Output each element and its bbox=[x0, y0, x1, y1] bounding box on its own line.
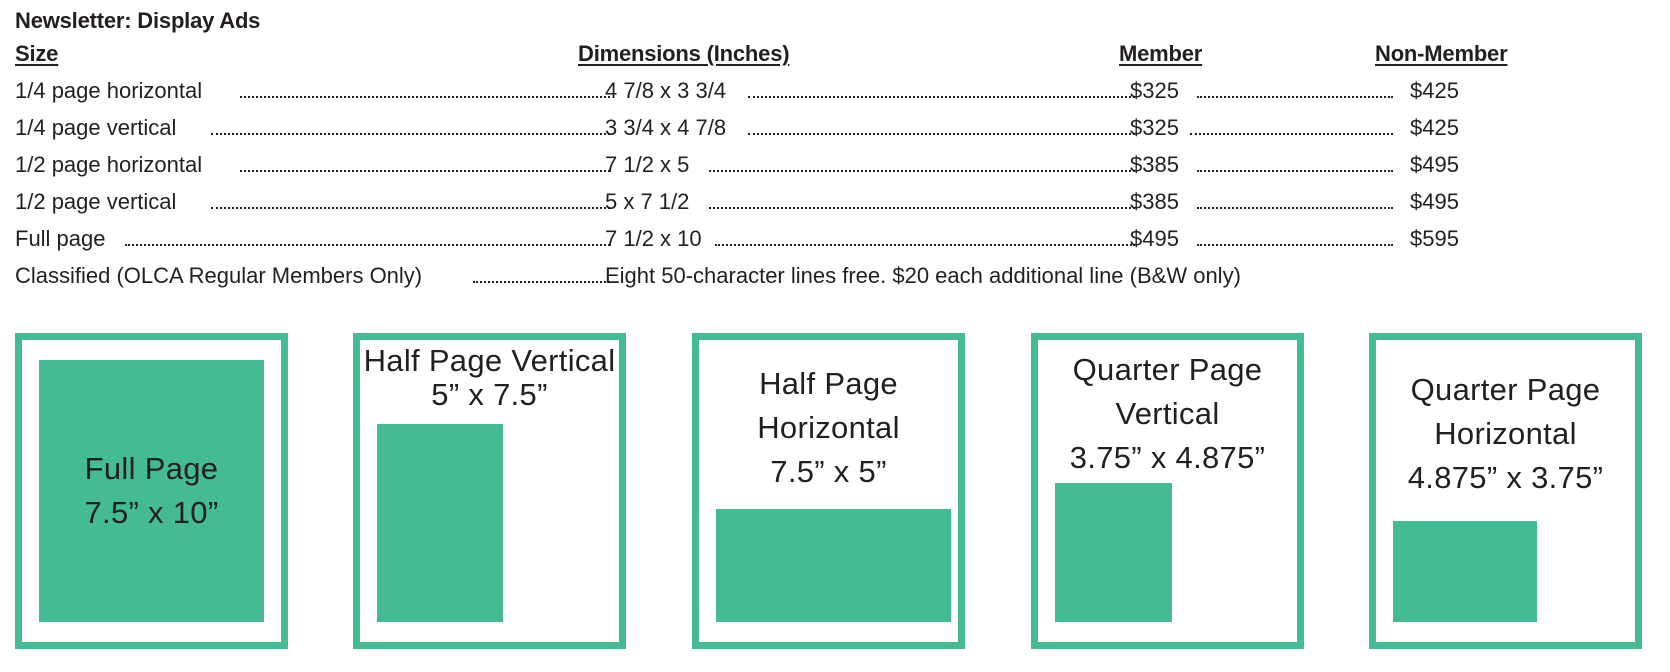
size-cell: 1/4 page vertical bbox=[15, 115, 177, 140]
header-size: Size bbox=[15, 41, 59, 66]
header-member: Member bbox=[1119, 41, 1203, 66]
dot-leader bbox=[211, 133, 610, 135]
dot-leader bbox=[748, 133, 1135, 135]
ad-area-box bbox=[1393, 521, 1537, 622]
header-non-member: Non-Member bbox=[1375, 41, 1508, 66]
panel-label: Quarter Page Horizontal 4.875” x 3.75” bbox=[1407, 372, 1604, 495]
member-cell: $325 bbox=[1130, 115, 1179, 140]
ad-area-box bbox=[716, 509, 951, 622]
dot-leader bbox=[715, 244, 1135, 246]
dimensions-cell: 5 x 7 1/2 bbox=[605, 189, 690, 214]
dimensions-cell: 7 1/2 x 5 bbox=[605, 152, 690, 177]
classified-row: Classified (OLCA Regular Members Only) E… bbox=[15, 263, 1465, 293]
nonmember-cell: $425 bbox=[1410, 78, 1459, 103]
page-title: Newsletter: Display Ads bbox=[15, 8, 261, 33]
ad-panel-quarter-page-vertical: Quarter Page Vertical 3.75” x 4.875” bbox=[1031, 333, 1304, 649]
table-row: 1/2 page vertical 5 x 7 1/2 $385 $495 bbox=[15, 189, 1465, 219]
table-row: Full page 7 1/2 x 10 $495 $595 bbox=[15, 226, 1465, 256]
table-row: 1/2 page horizontal 7 1/2 x 5 $385 $495 bbox=[15, 152, 1465, 182]
dot-leader bbox=[709, 207, 1135, 209]
member-cell: $385 bbox=[1130, 152, 1179, 177]
dot-leader bbox=[1190, 133, 1393, 135]
member-cell: $325 bbox=[1130, 78, 1179, 103]
dot-leader bbox=[709, 170, 1135, 172]
dot-leader bbox=[240, 96, 610, 98]
size-cell: Classified (OLCA Regular Members Only) bbox=[15, 263, 423, 288]
dot-leader bbox=[125, 244, 610, 246]
dot-leader bbox=[1197, 96, 1393, 98]
size-cell: 1/2 page horizontal bbox=[15, 152, 203, 177]
dot-leader bbox=[473, 281, 610, 283]
panel-label: Full Page 7.5” x 10” bbox=[84, 451, 219, 530]
member-cell: $495 bbox=[1130, 226, 1179, 251]
dot-leader bbox=[1197, 207, 1393, 209]
nonmember-cell: $425 bbox=[1410, 115, 1459, 140]
member-cell: $385 bbox=[1130, 189, 1179, 214]
ad-panel-half-page-horizontal: Half Page Horizontal 7.5” x 5” bbox=[692, 333, 965, 649]
dot-leader bbox=[211, 207, 610, 209]
ad-area-box bbox=[377, 424, 503, 622]
dot-leader bbox=[1197, 244, 1393, 246]
ad-panel-half-page-vertical: Half Page Vertical 5” x 7.5” bbox=[353, 333, 626, 649]
dot-leader bbox=[240, 170, 610, 172]
panel-label: Half Page Vertical 5” x 7.5” bbox=[363, 343, 616, 412]
table-row: 1/4 page vertical 3 3/4 x 4 7/8 $325 $42… bbox=[15, 115, 1465, 145]
dot-leader bbox=[1197, 170, 1393, 172]
ad-panel-full-page: Full Page 7.5” x 10” bbox=[15, 333, 288, 649]
ad-area-box bbox=[1055, 483, 1172, 622]
table-row: 1/4 page horizontal 4 7/8 x 3 3/4 $325 $… bbox=[15, 78, 1465, 108]
panel-label: Quarter Page Vertical 3.75” x 4.875” bbox=[1069, 352, 1266, 475]
size-cell: Full page bbox=[15, 226, 106, 251]
dimensions-cell: 7 1/2 x 10 bbox=[605, 226, 702, 251]
ad-area-box: Full Page 7.5” x 10” bbox=[39, 360, 264, 622]
panel-label: Half Page Horizontal 7.5” x 5” bbox=[757, 366, 900, 489]
classified-note: Eight 50-character lines free. $20 each … bbox=[605, 263, 1241, 288]
dimensions-cell: 4 7/8 x 3 3/4 bbox=[605, 78, 727, 103]
size-cell: 1/2 page vertical bbox=[15, 189, 177, 214]
size-cell: 1/4 page horizontal bbox=[15, 78, 203, 103]
dimensions-cell: 3 3/4 x 4 7/8 bbox=[605, 115, 727, 140]
dot-leader bbox=[748, 96, 1135, 98]
nonmember-cell: $595 bbox=[1410, 226, 1459, 251]
header-dimensions: Dimensions (Inches) bbox=[578, 41, 790, 66]
ad-panel-quarter-page-horizontal: Quarter Page Horizontal 4.875” x 3.75” bbox=[1369, 333, 1642, 649]
nonmember-cell: $495 bbox=[1410, 189, 1459, 214]
nonmember-cell: $495 bbox=[1410, 152, 1459, 177]
